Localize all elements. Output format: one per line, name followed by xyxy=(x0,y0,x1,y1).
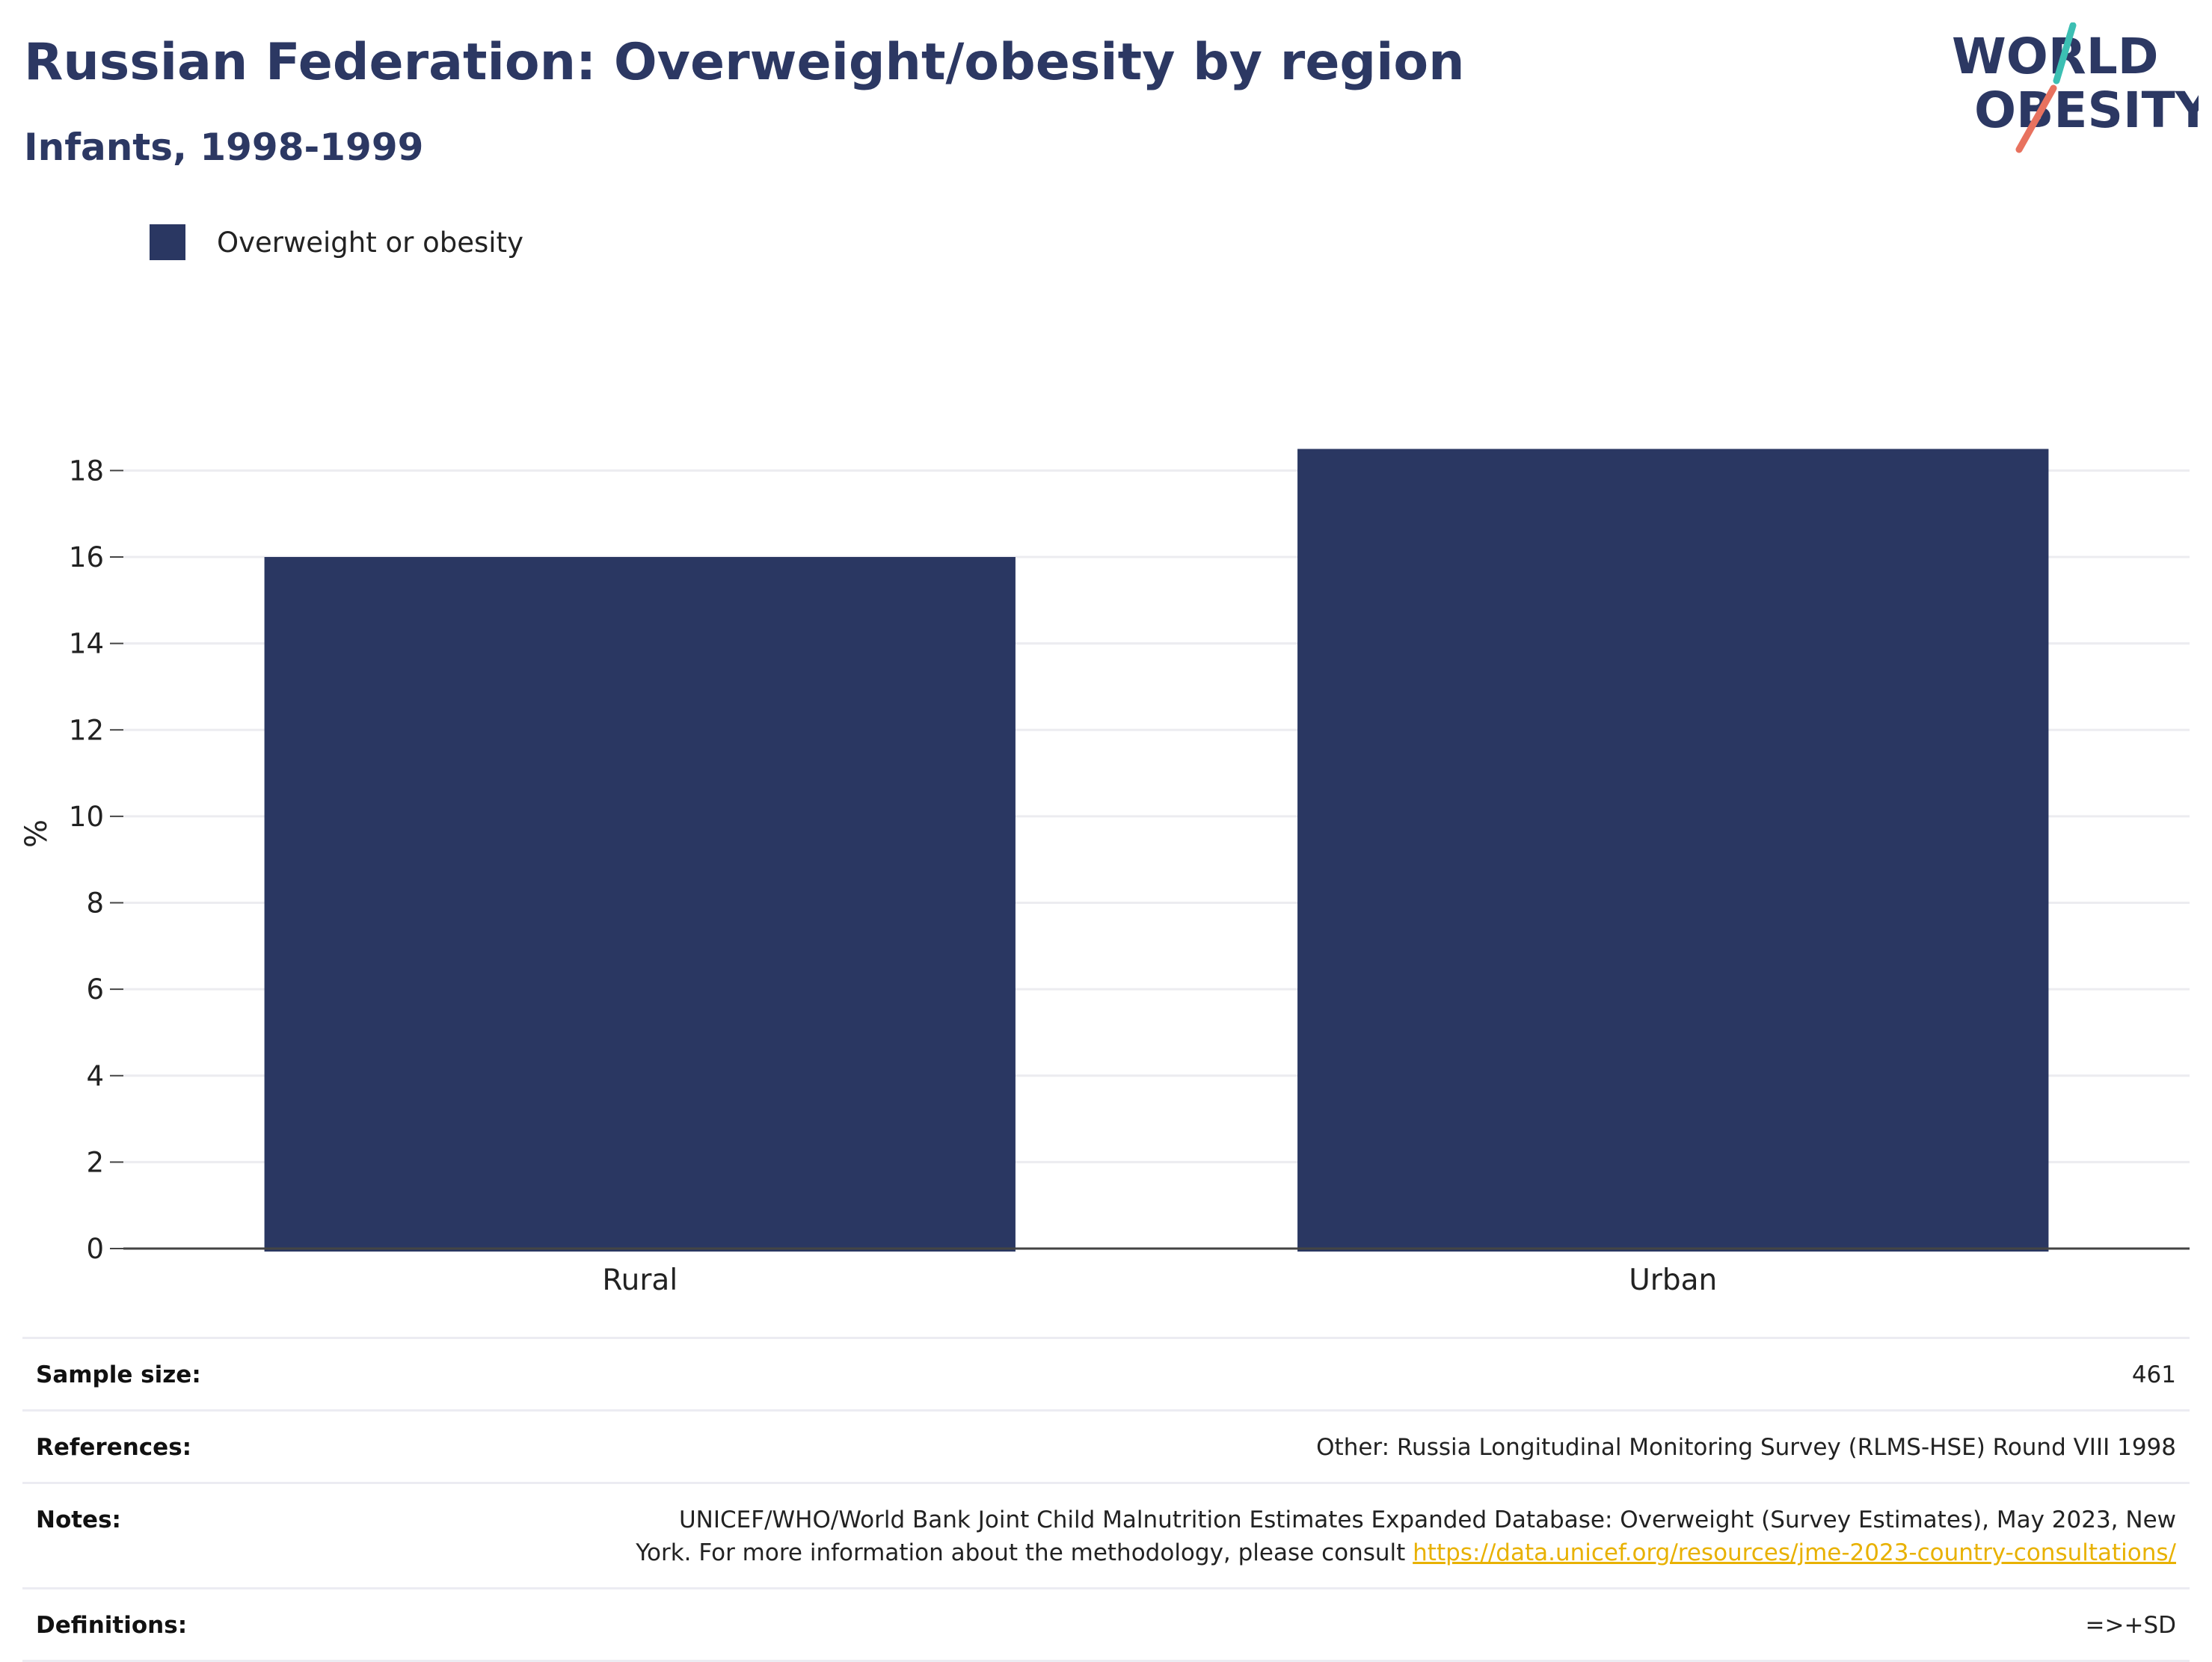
sample-size-value: 461 xyxy=(2131,1361,2176,1388)
info-row-references: References: Other: Russia Longitudinal M… xyxy=(22,1409,2190,1482)
bar-chart: 0 2 4 6 8 10 12 14 16 18% Rural Urban xyxy=(19,449,2190,1297)
references-label: References: xyxy=(36,1434,192,1461)
sample-size-label: Sample size: xyxy=(36,1361,201,1388)
x-tick-label: Rural xyxy=(602,1264,678,1297)
legend-label[interactable]: Overweight or obesity xyxy=(217,226,523,259)
logo-slash-coral xyxy=(2015,84,2057,153)
info-row-definitions: Definitions: =>+SD xyxy=(22,1587,2190,1662)
notes-line-1: UNICEF/WHO/World Bank Joint Child Malnut… xyxy=(678,1506,2176,1533)
methodology-link[interactable]: https://data.unicef.org/resources/jme-20… xyxy=(1413,1539,2176,1566)
y-tick-label: 0 xyxy=(86,1233,104,1265)
logo-slash-teal xyxy=(2053,22,2077,84)
legend-swatch xyxy=(150,224,185,260)
definitions-value: =>+SD xyxy=(2085,1612,2176,1639)
info-row-sample-size: Sample size: 461 xyxy=(22,1337,2190,1409)
bar-rural[interactable] xyxy=(264,557,1016,1252)
info-row-notes: Notes: UNICEF/WHO/World Bank Joint Child… xyxy=(22,1482,2190,1587)
bar-urban[interactable] xyxy=(1297,449,2049,1252)
y-tick-label: 14 xyxy=(69,628,104,660)
notes-line-2: York. For more information about the met… xyxy=(636,1539,1413,1566)
notes-label: Notes: xyxy=(36,1506,121,1533)
chart-subtitle: Infants, 1998-1999 xyxy=(24,126,424,169)
info-table: Sample size: 461 References: Other: Russ… xyxy=(22,1337,2190,1662)
y-axis-label: % xyxy=(19,819,54,848)
chart-title: Russian Federation: Overweight/obesity b… xyxy=(24,33,1465,92)
y-tick-label: 8 xyxy=(86,887,104,920)
definitions-label: Definitions: xyxy=(36,1612,188,1639)
y-tick-label: 2 xyxy=(86,1146,104,1178)
references-value: Other: Russia Longitudinal Monitoring Su… xyxy=(1316,1434,2176,1461)
y-tick-label: 16 xyxy=(69,541,104,573)
chart-legend: Overweight or obesity xyxy=(150,223,523,262)
y-tick-label: 4 xyxy=(86,1060,104,1092)
y-tick-label: 12 xyxy=(69,714,104,746)
x-tick-label: Urban xyxy=(1629,1264,1717,1297)
world-obesity-logo[interactable]: WORLD OBESITY xyxy=(1952,22,2199,157)
y-tick-label: 6 xyxy=(86,973,104,1006)
y-tick-label: 10 xyxy=(69,801,104,833)
y-tick-label: 18 xyxy=(69,455,104,487)
logo-word-obesity: OBESITY xyxy=(1974,81,2199,139)
notes-value: UNICEF/WHO/World Bank Joint Child Malnut… xyxy=(636,1504,2176,1569)
